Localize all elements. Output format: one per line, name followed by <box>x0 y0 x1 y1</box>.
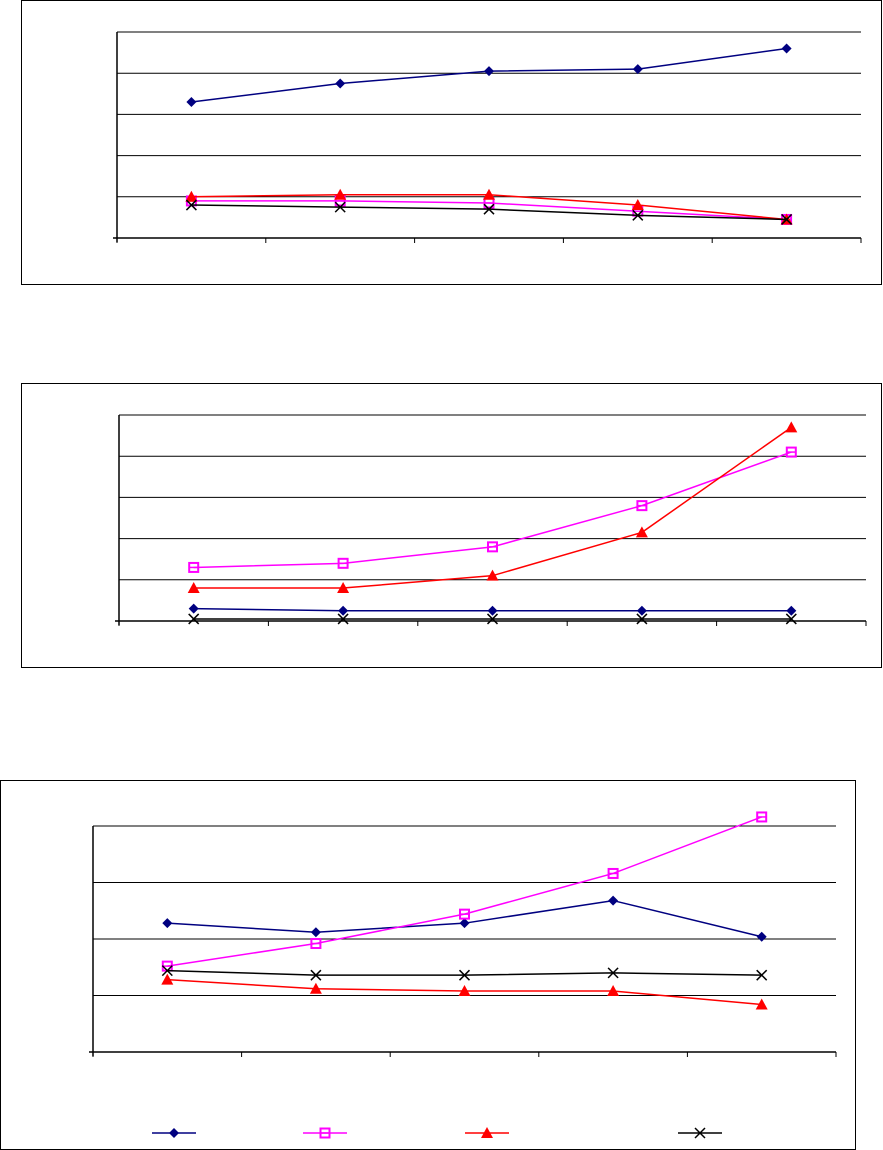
legend-entry-3-marker <box>481 1127 493 1138</box>
chart-2-series-4-point-2 <box>337 613 349 625</box>
chart-2-series-3-point-2 <box>337 582 350 594</box>
chart-2-series-1-point-5 <box>786 605 797 616</box>
chart-1-frame <box>21 0 882 285</box>
chart-1-series-3-point-4 <box>631 199 644 211</box>
chart-2-series-4-point-5 <box>785 613 797 625</box>
chart-3-series-4-point-5 <box>756 969 768 981</box>
chart-1-series-4-point-2 <box>334 201 346 213</box>
chart-3-series-3-point-1 <box>161 973 174 985</box>
chart-2-series-3-point-1 <box>187 582 200 594</box>
chart-1-series-4-point-3 <box>483 203 495 215</box>
chart-2-series-3-point-4 <box>635 526 648 538</box>
chart-1-series-3-point-1 <box>185 190 198 202</box>
chart-1-series-1-point-1 <box>186 97 197 108</box>
chart-3-series-4-point-1 <box>161 965 173 977</box>
chart-2-series-4-point-4 <box>636 613 648 625</box>
chart-2-series-1-point-4 <box>636 605 647 616</box>
chart-3-series-1-point-1 <box>162 918 173 929</box>
chart-1-series-3-point-2 <box>334 188 347 200</box>
chart-1-series-4-point-4 <box>632 209 644 221</box>
chart-3-series-1-point-3 <box>459 918 470 929</box>
chart-2-series-1-point-3 <box>487 605 498 616</box>
legend-entry-1-marker <box>169 1128 179 1138</box>
chart-1-series-4-point-1 <box>185 199 197 211</box>
chart-1-series-1-point-4 <box>632 64 643 75</box>
chart-1-series-3-point-3 <box>483 188 495 200</box>
chart-1-series-1-point-5 <box>781 43 792 54</box>
chart-1-series-4-point-5 <box>781 213 793 225</box>
chart-3-series-2-line <box>167 816 762 967</box>
chart-2-series-1-point-1 <box>188 603 199 614</box>
chart-3-series-4-point-3 <box>458 969 471 981</box>
chart-2-series-3-point-5 <box>785 421 798 433</box>
chart-3-series-4-point-2 <box>310 969 322 981</box>
chart-2-frame <box>21 383 882 668</box>
chart-3-series-3-point-5 <box>755 998 768 1010</box>
chart-3-series-1-point-4 <box>608 895 619 906</box>
chart-2-series-4-point-1 <box>188 613 200 625</box>
legend-entry-4-marker <box>694 1127 706 1139</box>
chart-3-series-3-point-3 <box>458 984 471 996</box>
chart-3-series-3-point-4 <box>607 984 620 996</box>
chart-3-series-1-point-2 <box>310 927 321 938</box>
chart-3-series-1-point-5 <box>756 931 767 942</box>
chart-2-series-3-point-3 <box>486 569 499 581</box>
chart-1-series-1-point-2 <box>335 78 346 89</box>
chart-2-series-1-point-2 <box>338 605 349 616</box>
chart-2-series-3-line <box>193 426 792 589</box>
chart-2-series-4-point-3 <box>486 613 499 625</box>
chart-1-series-1-point-3 <box>484 66 494 77</box>
chart-3-series-3-point-2 <box>309 982 322 994</box>
chart-3-series-4-point-4 <box>607 967 619 979</box>
chart-2-series-2-line <box>193 451 792 569</box>
